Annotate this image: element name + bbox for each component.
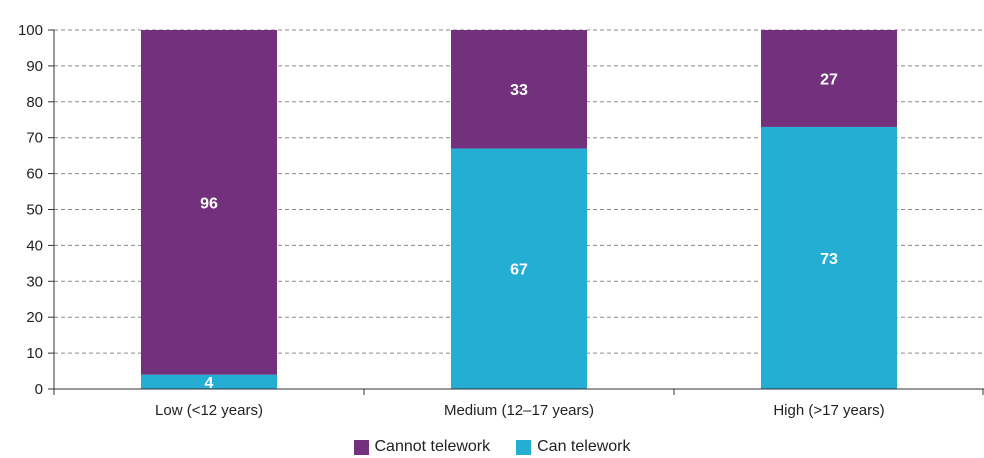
y-tick-label-40: 40: [26, 237, 43, 254]
data-label-cannot-telework-high-17-years: 27: [820, 71, 838, 88]
legend-label-cannot-telework: Cannot telework: [374, 438, 491, 455]
y-tick-label-80: 80: [26, 94, 43, 111]
bar-cannot-telework-low-12-years: [141, 30, 277, 375]
y-tick-label-90: 90: [26, 58, 43, 75]
bar-can-telework-high-17-years: [761, 126, 897, 390]
legend-label-can-telework: Can telework: [537, 438, 631, 455]
x-tick-label-medium-12-17-years: Medium (12–17 years): [444, 402, 594, 419]
legend-swatch-can-telework: [516, 439, 532, 455]
bars: [141, 30, 897, 390]
y-tick-label-30: 30: [26, 273, 43, 290]
bar-cannot-telework-medium-12-17-years: [451, 30, 587, 149]
y-tick-label-100: 100: [18, 22, 43, 39]
y-tick-label-60: 60: [26, 166, 43, 183]
bar-can-telework-low-12-years: [141, 374, 277, 389]
legend-item-can-telework: Can telework: [516, 438, 631, 456]
data-label-can-telework-high-17-years: 73: [820, 251, 838, 268]
legend: Cannot telework Can telework: [0, 438, 984, 456]
y-tick-label-10: 10: [26, 345, 43, 362]
x-tick-label-high-17-years: High (>17 years): [773, 402, 884, 419]
y-tick-label-70: 70: [26, 130, 43, 147]
y-tick-label-20: 20: [26, 309, 43, 326]
data-label-can-telework-medium-12-17-years: 67: [510, 262, 528, 279]
x-tick-label-low-12-years: Low (<12 years): [155, 402, 263, 419]
data-label-cannot-telework-low-12-years: 96: [200, 195, 218, 212]
legend-item-cannot-telework: Cannot telework: [353, 438, 491, 456]
data-labels: 4 96 67 33 73 27: [200, 71, 838, 391]
axes: 0 10 20 30 40 50 60 70 80 90 100 Low (<12 years) Med…: [18, 22, 984, 419]
bar-can-telework-medium-12-17-years: [451, 148, 587, 389]
y-tick-label-0: 0: [35, 381, 43, 398]
data-label-can-telework-low-12-years: 4: [205, 375, 214, 392]
bar-cannot-telework-high-17-years: [761, 30, 897, 127]
legend-swatch-cannot-telework: [353, 439, 369, 455]
y-tick-label-50: 50: [26, 202, 43, 219]
data-label-cannot-telework-medium-12-17-years: 33: [510, 82, 528, 99]
